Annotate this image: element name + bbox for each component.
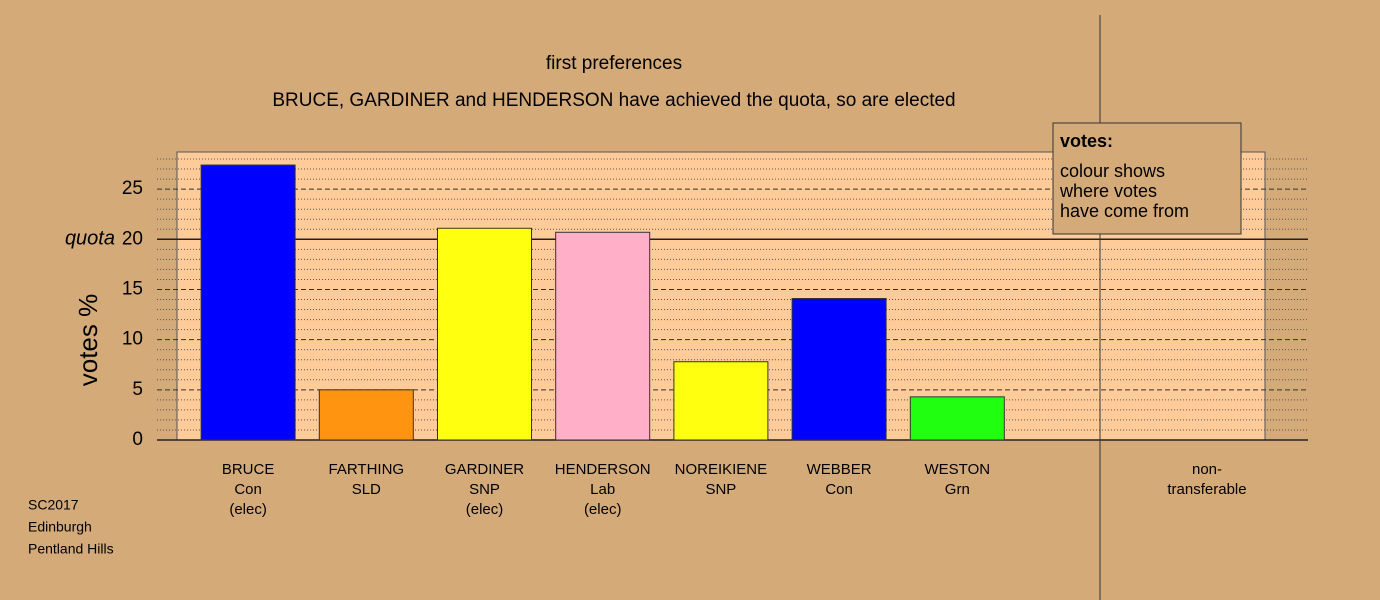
bar xyxy=(909,396,1005,441)
y-tick-label: 20 xyxy=(122,228,143,249)
chart-subtitle: BRUCE, GARDINER and HENDERSON have achie… xyxy=(272,90,955,111)
legend-text: colour shows xyxy=(1060,161,1165,181)
x-tick-label: NOREIKIENE xyxy=(675,461,768,478)
bar xyxy=(200,164,296,441)
x-tick-label: Grn xyxy=(945,481,970,498)
legend-title: votes: xyxy=(1060,131,1113,151)
footer-text: Pentland Hills xyxy=(28,541,114,557)
footer-text: Edinburgh xyxy=(28,519,92,535)
x-tick-label: BRUCE xyxy=(222,461,275,478)
x-tick-label: HENDERSON xyxy=(555,461,651,478)
x-tick-label: WEBBER xyxy=(807,461,872,478)
x-tick-label: Con xyxy=(825,481,853,498)
y-tick-label: 25 xyxy=(122,178,143,199)
x-tick-label: GARDINER xyxy=(445,461,524,478)
bar xyxy=(437,227,532,441)
x-tick-label: WESTON xyxy=(925,461,991,478)
legend-box xyxy=(1052,122,1242,235)
y-tick-label: 0 xyxy=(132,429,143,450)
x-tick-label: (elec) xyxy=(584,501,622,518)
x-tick-label: transferable xyxy=(1167,481,1246,498)
bar xyxy=(318,389,414,441)
bar xyxy=(791,298,887,441)
x-tick-label: FARTHING xyxy=(329,461,405,478)
chart-title: first preferences xyxy=(546,53,682,74)
y-axis-title: votes % xyxy=(73,294,103,387)
legend-text: where votes xyxy=(1059,181,1157,201)
x-tick-label: Con xyxy=(234,481,262,498)
bar xyxy=(673,361,769,441)
legend-text: have come from xyxy=(1060,201,1189,221)
y-tick-label: 10 xyxy=(122,329,143,350)
quota-label: quota xyxy=(65,228,115,250)
x-tick-label: (elec) xyxy=(229,501,267,518)
x-tick-label: SNP xyxy=(705,481,736,498)
x-tick-label: (elec) xyxy=(466,501,504,518)
x-tick-label: Lab xyxy=(590,481,615,498)
y-tick-label: 5 xyxy=(132,379,143,400)
x-tick-label: non- xyxy=(1192,461,1222,478)
bar xyxy=(555,231,651,441)
y-tick-label: 15 xyxy=(122,278,143,299)
footer-text: SC2017 xyxy=(28,497,79,513)
x-tick-label: SNP xyxy=(469,481,500,498)
x-tick-label: SLD xyxy=(352,481,381,498)
